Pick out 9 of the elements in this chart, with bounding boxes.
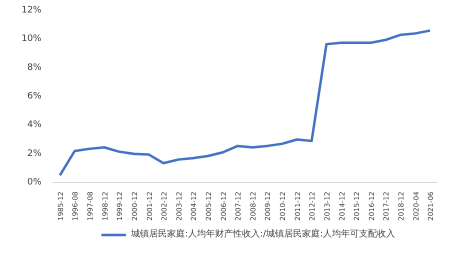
y-tick-label: 0% bbox=[27, 178, 42, 188]
y-tick-label: 8% bbox=[27, 62, 42, 73]
y-tick-label: 4% bbox=[27, 120, 42, 130]
line-series bbox=[58, 29, 432, 177]
y-tick-label: 12% bbox=[21, 6, 42, 16]
y-tick-label: 2% bbox=[27, 148, 42, 159]
legend-label: 城镇居民家庭:人均年财产性收入:/城镇居民家庭:人均年可支配收入 bbox=[130, 228, 396, 240]
y-tick-label: 10% bbox=[21, 34, 42, 44]
y-tick-label: 6% bbox=[27, 92, 42, 102]
